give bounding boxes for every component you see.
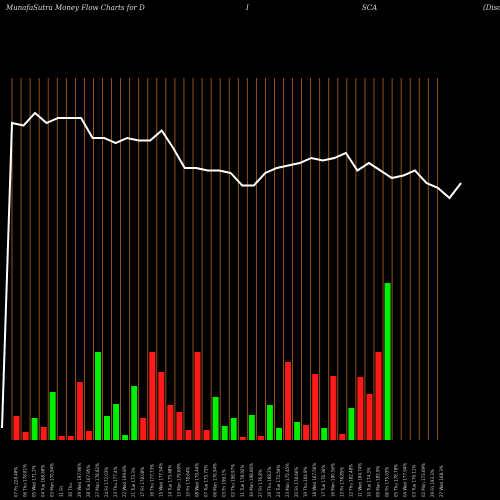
bars	[13, 283, 391, 440]
bar	[294, 422, 301, 440]
x-tick-label: 16 Mon 180.56%	[330, 463, 335, 497]
x-tick-label: 20 Fri 178.66%	[294, 467, 299, 497]
bar	[85, 431, 92, 440]
x-tick-label: 24 Fri 172.03%	[104, 467, 109, 497]
bar	[49, 392, 56, 440]
chart-title: MunafaSutra Money Flow Charts for D	[6, 4, 145, 12]
x-tick-label: 03 Tue 176.11%	[412, 465, 417, 497]
x-tick-label: 23 Mon 175.45%	[285, 463, 290, 497]
bar	[31, 418, 38, 440]
x-tick-label: 09 Mon 183.9%	[376, 465, 381, 497]
bar	[113, 404, 120, 440]
x-tick-label: 16 Thu 177.73%	[149, 464, 154, 497]
bar	[122, 435, 129, 440]
x-tick-label: 02 Mon 173.69%	[421, 463, 426, 497]
x-tick-label: 28 Tue 167.95%	[86, 465, 91, 497]
x-tick-label: 11 Wed 184.74%	[357, 463, 362, 497]
x-tick-label: 17 Tue 176.36%	[321, 465, 326, 497]
x-tick-label: 06 Thu 178.81%	[23, 464, 28, 497]
x-tick-label: 26 Thu 168.2%	[267, 466, 272, 497]
chart-title-far: (Disc	[483, 4, 500, 12]
x-tick-label: 12 Thu 182.48%	[348, 464, 353, 497]
bar	[158, 372, 165, 440]
x-tick-label: 29 Wed 197.96%	[77, 463, 82, 497]
bar	[339, 434, 346, 440]
bar	[266, 405, 273, 440]
bar	[348, 408, 355, 440]
x-tick-label: 27 Wed 168.3%	[439, 465, 444, 497]
bar	[203, 430, 210, 440]
bar	[40, 427, 47, 440]
bar	[176, 412, 183, 440]
x-tick-label: 08 Wed 179.44%	[195, 463, 200, 497]
bar	[239, 437, 246, 440]
x-tick-label: 31 Fri	[59, 486, 64, 497]
x-tick-label: 24 Tue 172.59%	[276, 465, 281, 497]
bar	[58, 436, 65, 440]
bar	[276, 428, 282, 440]
x-tick-label: 10 Fri 178.64%	[185, 467, 190, 497]
x-tick-label: 15 Wed 177.54%	[158, 463, 163, 497]
x-tick-label: 05 Wed 171.2%	[32, 465, 37, 497]
bar	[384, 283, 391, 440]
x-tick-label: 29 Fri 193.3%	[430, 469, 435, 497]
x-tick-label: 05 Thu 178.78%	[394, 464, 399, 497]
x-tick-label: 06 Fri 175.03%	[385, 467, 390, 497]
x-tick-label: 04 Tue 168.68%	[41, 465, 46, 497]
x-tick-labels: 07 Fri 228.48% 06 Thu 178.81% 05 Wed 171.2…	[14, 463, 444, 497]
x-tick-label: 30 Thu	[68, 483, 73, 497]
x-tick-label: 19 Thu 164.9%	[303, 466, 308, 497]
x-tick-label: 13 Fri 178.85%	[339, 467, 344, 497]
bar	[194, 352, 201, 440]
bar	[230, 418, 237, 440]
x-tick-label: 31 Tue 178.92%	[240, 465, 245, 497]
x-tick-label: 17 Fri 178.08%	[140, 467, 145, 497]
x-tick-label: 27 Mon 178.82%	[95, 463, 100, 497]
x-tick-label: 23 Thu 177.4%	[113, 466, 118, 497]
bar	[285, 362, 291, 440]
chart-title-right: SCA	[362, 4, 378, 12]
bar	[221, 426, 228, 440]
x-tick-label: 04 Wed 177.94%	[403, 463, 408, 497]
chart-title-mid: I	[246, 4, 249, 12]
bar	[13, 416, 20, 440]
bar	[357, 377, 364, 440]
bar	[330, 376, 337, 440]
bar	[22, 432, 29, 440]
bar	[303, 425, 310, 440]
bar	[149, 352, 156, 440]
bar	[104, 416, 110, 440]
x-tick-label: 14 Tue 175.48%	[167, 465, 172, 497]
vertical-grid	[11, 78, 438, 440]
bar	[312, 374, 319, 440]
x-tick-label: 06 Mon 176.94%	[213, 463, 218, 497]
bar	[167, 405, 174, 440]
x-tick-label: 18 Wed 167.56%	[312, 463, 317, 497]
bar	[76, 382, 83, 440]
bar	[366, 394, 373, 440]
bar	[67, 436, 74, 440]
x-tick-label: 21 Tue 173.3%	[131, 467, 136, 497]
x-tick-label: 10 Tue 174.3%	[366, 467, 371, 497]
bar	[140, 418, 147, 440]
x-tick-label: 07 Tue 175.73%	[204, 465, 209, 497]
x-tick-label: 03 Fri 199.1%	[222, 469, 227, 497]
bar	[185, 430, 192, 440]
bar	[248, 415, 255, 440]
bar	[212, 397, 219, 440]
bar	[321, 428, 328, 440]
bar	[375, 352, 382, 440]
x-tick-label: 02 Thu 198.97%	[231, 464, 236, 497]
bar	[131, 386, 138, 440]
x-tick-label: 07 Fri 228.48%	[14, 467, 19, 497]
money-flow-line	[1, 111, 462, 429]
x-tick-label: 27 Fri 176.8%	[258, 469, 263, 497]
x-tick-label: 13 Mon 179.69%	[176, 463, 181, 497]
x-tick-label: 03 Mon 170.94%	[50, 463, 55, 497]
bar	[257, 436, 264, 440]
x-tick-label: 30 Mon 198.66%	[249, 463, 254, 497]
bar	[95, 352, 101, 440]
x-tick-label: 22 Wed 199.8%	[122, 465, 127, 497]
